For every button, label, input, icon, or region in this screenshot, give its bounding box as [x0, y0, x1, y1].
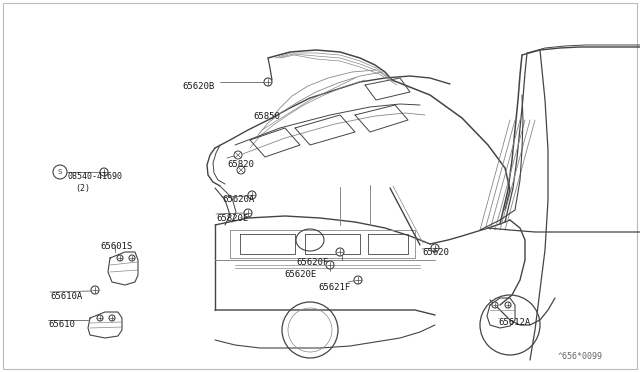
Text: S: S — [58, 169, 62, 175]
Text: 65620: 65620 — [422, 248, 449, 257]
Circle shape — [505, 302, 511, 308]
Circle shape — [326, 261, 334, 269]
Text: 08540-41690: 08540-41690 — [68, 172, 123, 181]
Circle shape — [117, 255, 123, 261]
Circle shape — [97, 315, 103, 321]
Text: 65601S: 65601S — [100, 242, 132, 251]
Circle shape — [109, 315, 115, 321]
Circle shape — [237, 166, 245, 174]
Text: 65612A: 65612A — [498, 318, 531, 327]
Circle shape — [354, 276, 362, 284]
Text: 65610: 65610 — [48, 320, 75, 329]
Text: 65620A: 65620A — [222, 195, 254, 204]
Text: 65620B: 65620B — [183, 82, 215, 91]
Circle shape — [100, 168, 108, 176]
Circle shape — [336, 248, 344, 256]
Circle shape — [264, 78, 272, 86]
Text: 65850: 65850 — [253, 112, 280, 121]
Text: 65820: 65820 — [227, 160, 254, 169]
Text: 65620F: 65620F — [296, 258, 328, 267]
Text: (2): (2) — [75, 184, 90, 193]
Text: 65620E: 65620E — [284, 270, 316, 279]
Circle shape — [492, 302, 498, 308]
Circle shape — [129, 255, 135, 261]
Text: 65610A: 65610A — [50, 292, 83, 301]
Text: 65621F: 65621F — [318, 283, 350, 292]
Text: 65820E: 65820E — [216, 214, 248, 223]
Circle shape — [248, 191, 256, 199]
Circle shape — [431, 244, 439, 252]
Circle shape — [244, 209, 252, 217]
Circle shape — [234, 151, 242, 159]
Text: ^656*0099: ^656*0099 — [558, 352, 603, 361]
Circle shape — [91, 286, 99, 294]
